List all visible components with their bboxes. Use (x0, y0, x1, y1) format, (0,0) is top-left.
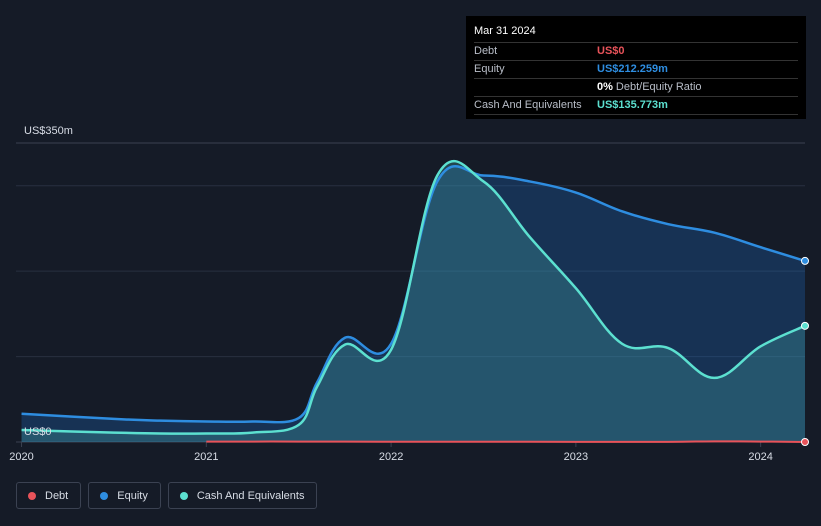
tooltip-equity-value: US$212.259m (597, 63, 668, 75)
tooltip-row-cash: Cash And Equivalents US$135.773m (474, 97, 798, 115)
legend: Debt Equity Cash And Equivalents (16, 482, 318, 509)
legend-label-equity: Equity (117, 489, 148, 502)
legend-label-debt: Debt (45, 489, 69, 502)
line-cash-and-equivalents (21, 160, 806, 435)
y-tick-label-0: US$0 (24, 426, 52, 438)
tooltip-panel: Mar 31 2024 Debt US$0 Equity US$212.259m… (466, 16, 806, 119)
y-tick-label-350: US$350m (24, 125, 73, 137)
legend-item-equity[interactable]: Equity (88, 482, 161, 509)
endpoint-cash-and-equivalents (801, 321, 809, 330)
legend-item-debt[interactable]: Debt (16, 482, 82, 509)
y-axis-ticks: US$350m US$0 (24, 125, 73, 438)
x-tick-label-2024: 2024 (748, 451, 772, 463)
x-tick-label-2020: 2020 (9, 451, 33, 463)
tooltip-row-equity: Equity US$212.259m (474, 61, 798, 79)
tooltip-row-debt: Debt US$0 (474, 43, 798, 61)
line-debt (206, 440, 806, 443)
series-areas (21, 161, 805, 442)
series-lines (21, 160, 806, 443)
tooltip-ratio-label (474, 79, 597, 96)
x-tick-label-2022: 2022 (379, 451, 403, 463)
tooltip-equity-label: Equity (474, 63, 505, 75)
tooltip-debt-value: US$0 (597, 45, 625, 57)
tooltip-ratio-value: 0% (597, 81, 613, 93)
x-tick-label-2023: 2023 (564, 451, 588, 463)
x-axis-ticks: 2020 2021 2022 2023 2024 (9, 451, 773, 463)
series-endpoints (801, 256, 809, 446)
x-tick-label-2021: 2021 (194, 451, 218, 463)
tooltip-ratio-suffix: Debt/Equity Ratio (615, 81, 702, 93)
endpoint-equity (801, 256, 809, 265)
tooltip-cash-value: US$135.773m (597, 99, 668, 111)
tooltip-cash-label: Cash And Equivalents (474, 99, 582, 111)
tooltip-debt-label: Debt (474, 45, 498, 57)
endpoint-debt (801, 438, 809, 446)
area-cash-and-equivalents (21, 161, 805, 442)
legend-label-cash: Cash And Equivalents (196, 489, 305, 502)
legend-dot-debt (28, 491, 36, 500)
tooltip-date: Mar 31 2024 (474, 22, 798, 43)
legend-dot-cash (179, 491, 188, 500)
area-equity (21, 166, 805, 442)
legend-dot-equity (100, 491, 109, 500)
legend-item-cash[interactable]: Cash And Equivalents (167, 482, 318, 509)
tooltip-row-ratio: 0% Debt/Equity Ratio (474, 79, 798, 97)
